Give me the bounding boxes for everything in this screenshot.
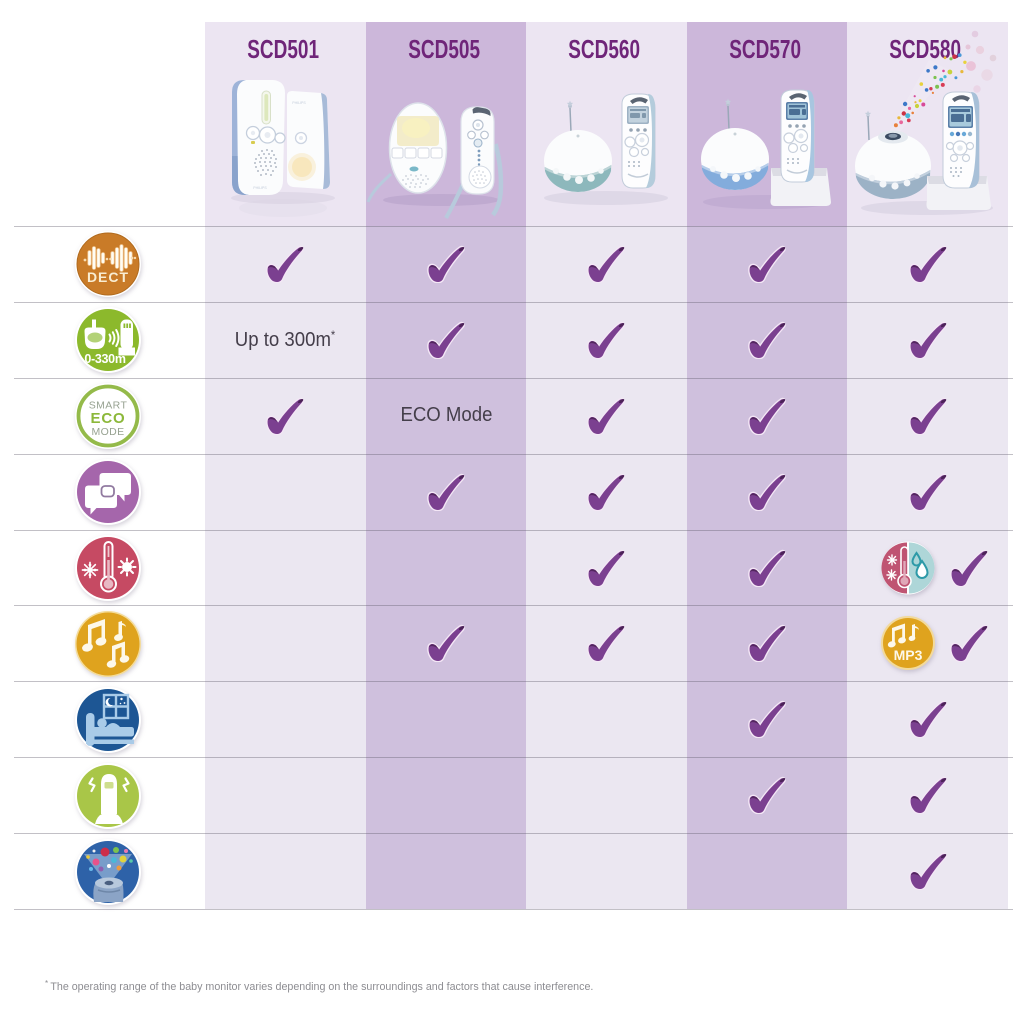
svg-text:MP3: MP3 xyxy=(894,647,923,663)
svg-text:PHILIPS: PHILIPS xyxy=(253,186,267,190)
svg-text:DECT: DECT xyxy=(87,269,129,285)
svg-text:MODE: MODE xyxy=(91,426,124,438)
svg-text:SMART: SMART xyxy=(89,400,128,412)
svg-text:0-330m: 0-330m xyxy=(84,352,125,366)
svg-text:*: * xyxy=(126,348,130,358)
svg-text:ECO: ECO xyxy=(91,410,126,427)
svg-text:PHILIPS: PHILIPS xyxy=(292,101,306,105)
